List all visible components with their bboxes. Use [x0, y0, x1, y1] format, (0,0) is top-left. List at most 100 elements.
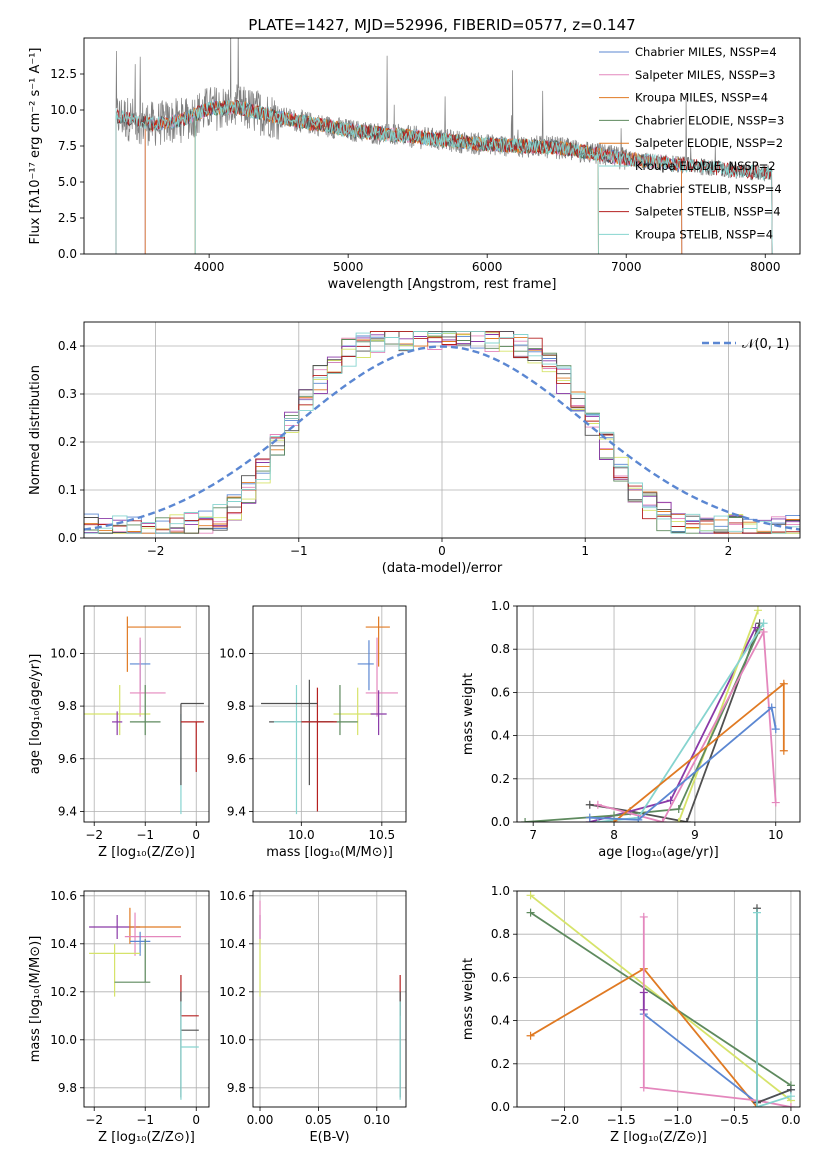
plot-area	[89, 907, 199, 1100]
x-tick-label: −1	[136, 1113, 154, 1127]
model-line-c_miles	[144, 99, 683, 254]
weight-point-marker	[771, 798, 780, 807]
weight-point-marker	[752, 1103, 761, 1107]
y-tick-label: 10.0	[219, 646, 246, 660]
plot-area	[526, 891, 795, 1107]
weight-point-marker	[759, 619, 768, 628]
y-tick-label: 10.0	[50, 1033, 77, 1047]
x-axis-label: mass [log₁₀(M/M⊙)]	[266, 845, 393, 860]
y-tick-label: 10.6	[219, 889, 246, 903]
y-tick-label: 9.8	[227, 1081, 246, 1095]
weight-point-marker	[751, 623, 760, 632]
x-tick-label: −1.0	[663, 1113, 692, 1127]
x-tick-label: 0.00	[247, 1113, 274, 1127]
axes-frame	[252, 890, 407, 1108]
x-axis-label: wavelength [Angstrom, rest frame]	[328, 277, 557, 292]
y-tick-label: 2.5	[58, 211, 77, 225]
y-tick-label: 10.2	[50, 985, 77, 999]
y-tick-label: 0.3	[58, 387, 77, 401]
histogram-k_stelib	[84, 331, 800, 534]
weight-point-marker	[585, 800, 594, 809]
axes-frame	[516, 890, 801, 1108]
weight-point-marker	[752, 908, 761, 917]
x-tick-label: −2	[147, 544, 165, 558]
weight-point-marker	[639, 1083, 648, 1092]
plot-area	[84, 331, 800, 534]
y-tick-label: 5.0	[58, 175, 77, 189]
x-tick-label: 2	[725, 544, 733, 558]
y-tick-label: 12.5	[50, 67, 77, 81]
axes-frame	[83, 605, 210, 823]
y-tick-label: 9.8	[58, 1081, 77, 1095]
x-tick-label: −2.0	[550, 1113, 579, 1127]
x-axis-label: age [log₁₀(age/yr)]	[598, 845, 719, 860]
y-tick-label: 1.0	[491, 884, 510, 898]
x-tick-label: −0.5	[720, 1113, 749, 1127]
x-tick-label: 8	[610, 828, 618, 842]
x-axis-label: E(B-V)	[309, 1130, 349, 1145]
y-tick-label: 0.0	[58, 247, 77, 261]
weight-line-k_stelib	[597, 622, 765, 822]
y-axis-label: mass weight	[461, 958, 476, 1040]
axes-frame	[252, 605, 407, 823]
legend-entry: Chabrier MILES, NSSP=4	[635, 45, 777, 59]
model-line-s_miles	[144, 99, 683, 254]
y-tick-label: 0.2	[58, 435, 77, 449]
y-tick-label: 0.0	[491, 815, 510, 829]
x-tick-label: 5000	[333, 260, 364, 274]
x-tick-label: −1	[136, 828, 154, 842]
chart-title: PLATE=1427, MJD=52996, FIBERID=0577, z=0…	[248, 16, 635, 34]
weight-point-marker	[526, 891, 535, 900]
axes-frame	[516, 605, 801, 823]
y-axis-label: Normed distribution	[28, 365, 43, 495]
y-tick-label: 0.0	[491, 1100, 510, 1114]
y-axis-label: mass [log₁₀(M/M⊙)]	[28, 936, 43, 1063]
y-tick-label: 10.0	[50, 103, 77, 117]
y-tick-label: 0.4	[58, 339, 77, 353]
legend-entry: Kroupa MILES, NSSP=4	[635, 91, 768, 105]
axes-age_vs_Z: −2 −1 0 9.4 9.6 9.8 10.0 Z [log₁₀(Z/Z⊙)] age [lo…	[28, 605, 210, 860]
axes-weight_vs_Z: −2.0 −1.5 −1.0 −0.5 0.0 0.0 0.2 0.4 0.6 0.8 1.0 Z […	[461, 884, 800, 1145]
y-tick-label: 10.0	[50, 646, 77, 660]
y-tick-label: 0.4	[491, 729, 510, 743]
y-tick-label: 0.1	[58, 483, 77, 497]
weight-point-marker	[753, 606, 762, 615]
y-axis-label: mass weight	[461, 673, 476, 755]
plot-area	[84, 616, 204, 815]
axes-frame	[83, 321, 801, 539]
model-line-k_stelib	[115, 99, 773, 254]
x-tick-label: −2	[85, 828, 103, 842]
y-tick-label: 7.5	[58, 139, 77, 153]
x-tick-label: 7	[529, 828, 537, 842]
weight-point-marker	[674, 818, 683, 822]
x-axis-label: (data-model)/error	[382, 561, 503, 576]
x-tick-label: −1.5	[607, 1113, 636, 1127]
x-tick-label: 4000	[194, 260, 225, 274]
weight-line-k_miles	[613, 681, 785, 822]
weight-point-marker	[639, 912, 648, 921]
x-tick-label: 7000	[611, 260, 642, 274]
weight-point-marker	[634, 815, 643, 822]
y-tick-label: 9.4	[227, 804, 246, 818]
weight-point-marker	[585, 813, 594, 822]
legend-entry: Salpeter MILES, NSSP=3	[635, 68, 776, 82]
axes-age_vs_mass: 10.0 10.5 9.4 9.6 9.8 10.0 mass [log₁₀(M/M⊙)]	[219, 605, 407, 860]
x-tick-label: 0.0	[781, 1113, 800, 1127]
legend-entry: Salpeter ELODIE, NSSP=2	[635, 136, 783, 150]
y-axis-label: Flux [fλ10⁻¹⁷ erg cm⁻² s⁻¹ A⁻¹]	[28, 48, 43, 245]
x-tick-label: 10	[768, 828, 783, 842]
x-tick-label: 10.0	[288, 828, 315, 842]
y-tick-label: 0.2	[491, 772, 510, 786]
y-tick-label: 0.2	[491, 1057, 510, 1071]
y-tick-label: 10.4	[219, 937, 246, 951]
x-tick-label: −2	[85, 1113, 103, 1127]
y-tick-label: 1.0	[491, 599, 510, 613]
x-tick-label: 0	[192, 1113, 200, 1127]
x-tick-label: 0	[438, 544, 446, 558]
y-tick-label: 10.4	[50, 937, 77, 951]
y-tick-label: 9.8	[227, 699, 246, 713]
x-axis-label: Z [log₁₀(Z/Z⊙)]	[98, 1130, 195, 1145]
weight-point-marker	[526, 908, 535, 917]
y-tick-label: 0.6	[491, 970, 510, 984]
y-tick-label: 0.4	[491, 1014, 510, 1028]
